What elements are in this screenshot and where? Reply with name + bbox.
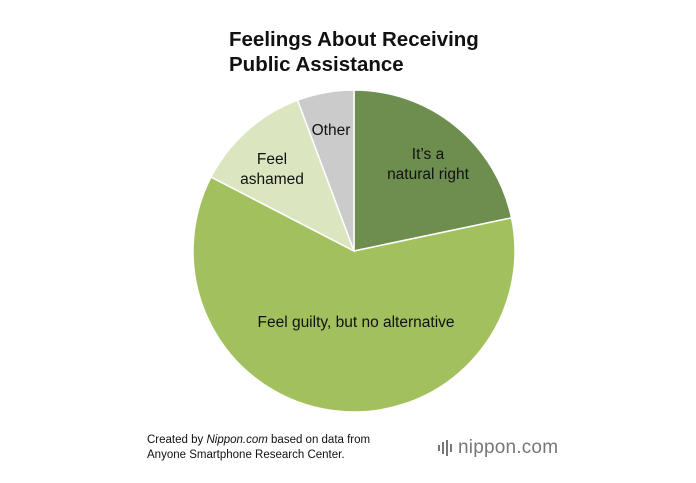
slice-label-1: It’s a natural right [387,146,470,183]
slice-label-3: Feel ashamed [240,151,304,188]
chart-title-line-1: Feelings About Receiving [229,28,479,51]
chart-title: Feelings About Receiving Public Assistan… [229,27,479,77]
slice-label-3-line-2: ashamed [240,171,304,188]
source-name: Nippon.com [206,434,268,446]
slice-label-4: Other [312,122,351,139]
slice-label-1-line-1: It’s a [412,146,445,163]
chart-title-line-2: Public Assistance [229,53,404,76]
slice-label-1-line-2: natural right [387,166,470,183]
source-note-line-1: Created by Nippon.com based on data from [147,434,371,446]
pie-slice-4 [296,89,355,252]
brand-text: nippon.com [458,437,559,458]
nippon-logo-icon [438,440,452,456]
brand-logo: nippon.com [438,437,558,459]
slice-label-2-line-1: Feel guilty, but no alternative [257,314,454,331]
pie-slice-3 [209,99,356,253]
source-note-line-2: Anyone Smartphone Research Center. [147,449,345,461]
slice-label-4-line-1: Other [312,122,351,139]
source-note: Created by Nippon.com based on data from… [147,433,370,463]
slice-label-3-line-1: Feel [257,151,287,168]
pie-slice-2 [192,175,516,413]
pie-slice-1 [353,89,513,252]
slice-label-2: Feel guilty, but no alternative [257,314,454,331]
